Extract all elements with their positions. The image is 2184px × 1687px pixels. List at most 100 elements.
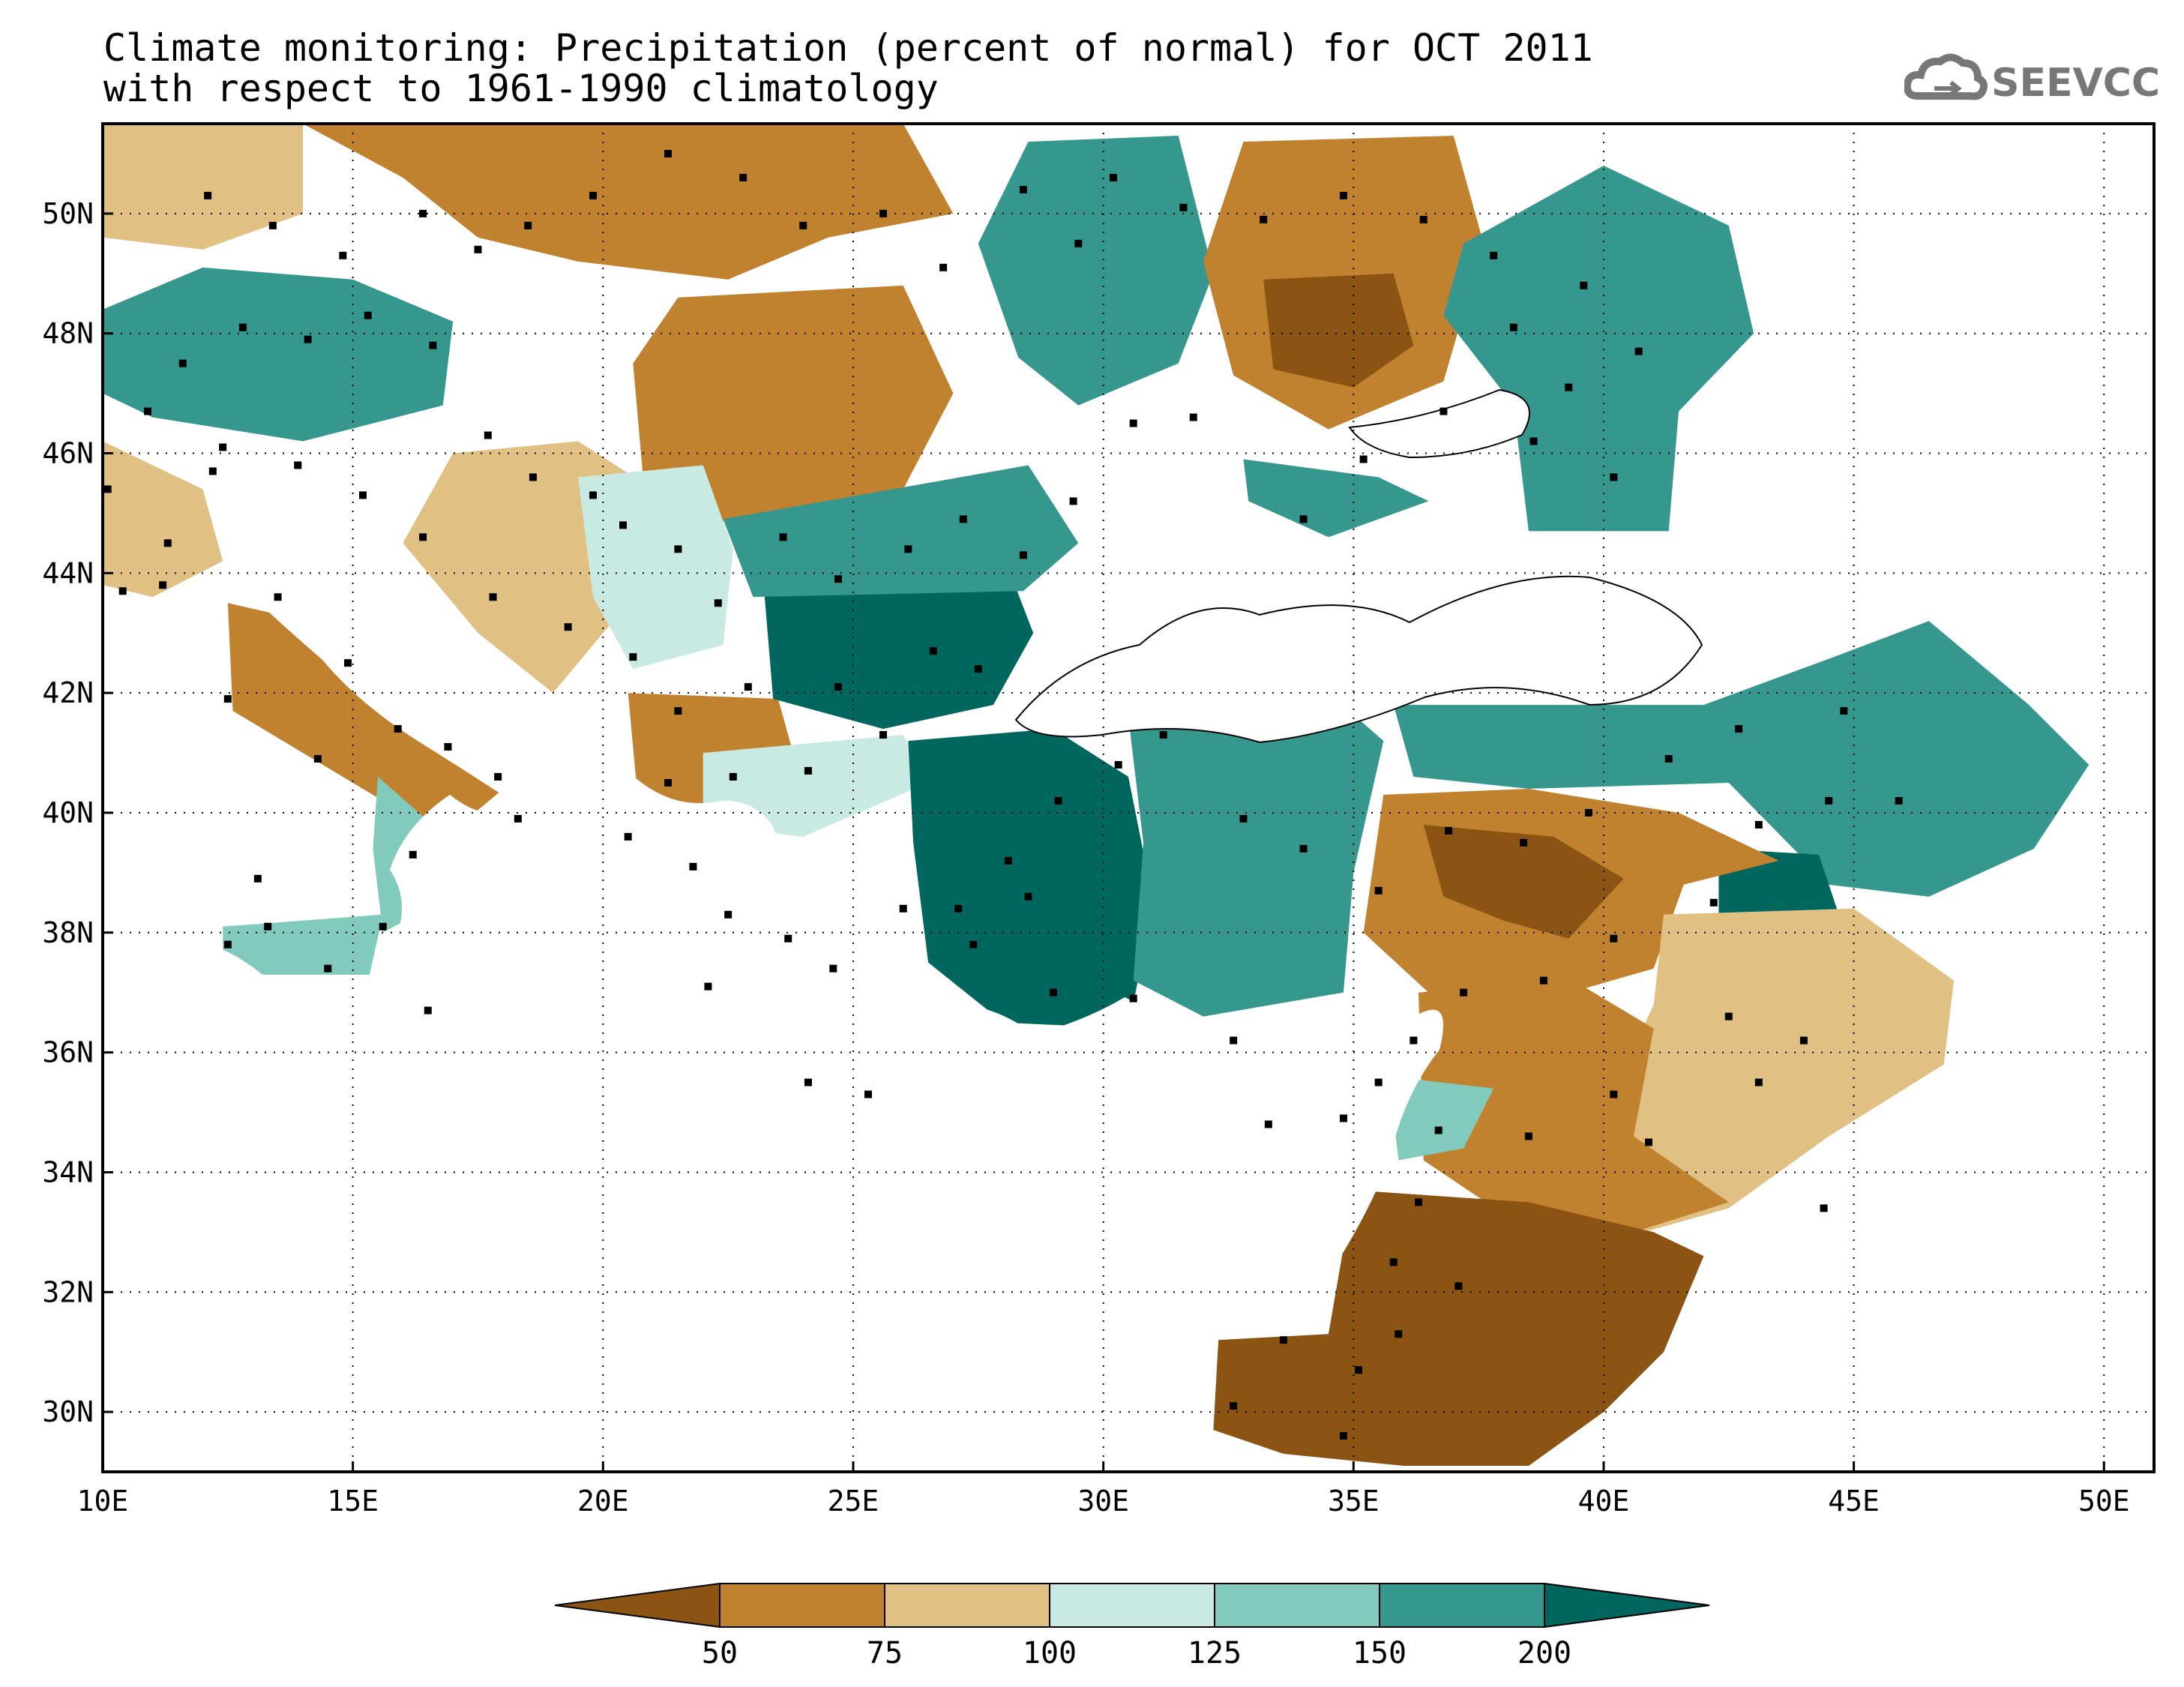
region-bulgaria-wet xyxy=(762,555,1034,730)
station-marker xyxy=(1359,455,1368,463)
station-marker xyxy=(864,1090,872,1098)
station-marker xyxy=(1415,1198,1423,1206)
region-anatolia-west-wet xyxy=(908,729,1154,1029)
station-marker xyxy=(379,922,387,930)
station-marker xyxy=(804,1078,812,1086)
station-marker xyxy=(419,533,427,541)
region-carpathian-dry xyxy=(633,285,954,538)
station-marker xyxy=(359,491,367,499)
region-poland-hungary-dry xyxy=(302,124,954,280)
region-lebanon-wet xyxy=(1389,1076,1494,1161)
station-marker xyxy=(589,191,597,199)
station-marker xyxy=(1610,934,1618,942)
station-marker xyxy=(724,910,732,918)
latitude-labels: 30N 32N 34N 36N 38N 40N 42N 44N 46N 48N 50N xyxy=(42,197,113,1428)
cloud-icon xyxy=(1904,53,1988,100)
region-syria-dry xyxy=(1419,980,1729,1233)
station-marker xyxy=(664,779,673,787)
tick-label-lon: 15E xyxy=(327,1485,379,1518)
station-marker xyxy=(529,473,537,481)
colorbar-low-arrow xyxy=(554,1582,721,1629)
station-marker xyxy=(779,533,787,541)
station-marker xyxy=(904,545,912,553)
tick-label-lon: 35E xyxy=(1328,1485,1380,1518)
station-marker xyxy=(1520,838,1528,846)
tick-label-lat: 34N xyxy=(42,1155,94,1188)
station-marker xyxy=(1114,761,1122,769)
station-marker xyxy=(1580,281,1588,289)
station-marker xyxy=(178,359,187,367)
station-marker xyxy=(739,173,747,181)
station-marker xyxy=(484,431,492,439)
region-turkey-northeast-wet xyxy=(1393,621,2090,897)
station-marker xyxy=(1179,203,1188,211)
station-marker xyxy=(1389,1258,1398,1266)
tick-label-lat: 36N xyxy=(42,1036,94,1069)
tick-label-lat: 32N xyxy=(42,1275,94,1308)
station-marker xyxy=(729,773,737,781)
station-marker xyxy=(238,323,247,331)
station-marker xyxy=(364,311,372,319)
colorbar-label: 200 xyxy=(1517,1636,1571,1671)
station-marker xyxy=(1159,731,1167,739)
station-marker xyxy=(1230,1402,1238,1410)
station-marker xyxy=(1610,473,1618,481)
chart-title-line1: Climate monitoring: Precipitation (perce… xyxy=(103,26,1593,70)
station-marker xyxy=(144,407,152,415)
station-marker xyxy=(1339,1114,1347,1122)
tick-label-lon: 50E xyxy=(2078,1485,2130,1518)
station-marker xyxy=(704,982,712,990)
station-marker xyxy=(1455,1282,1463,1290)
station-marker xyxy=(799,221,807,229)
station-marker xyxy=(1299,515,1308,523)
station-marker xyxy=(524,221,532,229)
station-marker xyxy=(1074,239,1083,247)
station-marker xyxy=(204,191,212,199)
station-marker xyxy=(959,515,967,523)
station-marker xyxy=(969,940,978,948)
station-marker xyxy=(1709,898,1718,906)
station-marker xyxy=(1354,1366,1362,1374)
station-marker xyxy=(1460,988,1468,996)
station-marker xyxy=(339,251,347,259)
station-marker xyxy=(1820,1204,1828,1212)
region-ukraine-east-very-dry xyxy=(1263,273,1414,388)
station-marker xyxy=(784,934,792,942)
station-marker xyxy=(629,653,637,661)
station-marker xyxy=(674,707,682,715)
station-marker xyxy=(223,940,232,948)
precipitation-fields xyxy=(103,124,2090,1466)
station-marker xyxy=(1754,820,1763,829)
station-marker xyxy=(343,659,352,667)
tick-label-lat: 50N xyxy=(42,197,94,230)
region-crimea-wet xyxy=(1243,459,1429,538)
colorbar-label: 100 xyxy=(1023,1636,1077,1671)
station-markers xyxy=(103,149,1903,1440)
station-marker xyxy=(879,209,888,217)
region-syria-iraq-normal xyxy=(1604,908,1955,1233)
tick-label-lon: 45E xyxy=(1828,1485,1880,1518)
station-marker xyxy=(1645,1138,1653,1146)
longitude-labels: 10E 15E 20E 25E 30E 35E 40E 45E 50E xyxy=(77,1461,2130,1518)
station-marker xyxy=(1374,886,1383,894)
station-marker xyxy=(1440,407,1448,415)
station-marker xyxy=(674,545,682,553)
colorbar-box xyxy=(1214,1583,1380,1628)
station-marker xyxy=(219,443,227,451)
station-marker xyxy=(1230,1036,1238,1044)
station-marker xyxy=(1019,551,1027,559)
station-marker xyxy=(1279,1336,1287,1344)
station-marker xyxy=(1129,994,1137,1002)
station-marker xyxy=(1539,976,1547,984)
colorbar-box xyxy=(884,1583,1050,1628)
station-marker xyxy=(118,587,127,595)
station-marker xyxy=(1189,413,1197,421)
station-marker xyxy=(274,593,282,601)
station-marker xyxy=(939,263,948,271)
station-marker xyxy=(208,467,217,475)
station-marker xyxy=(1565,383,1573,391)
region-levant-arabia-very-dry xyxy=(1213,1190,1704,1466)
station-marker xyxy=(589,491,597,499)
region-alps-wet-zone xyxy=(103,267,454,442)
region-italy-dry xyxy=(227,603,518,831)
